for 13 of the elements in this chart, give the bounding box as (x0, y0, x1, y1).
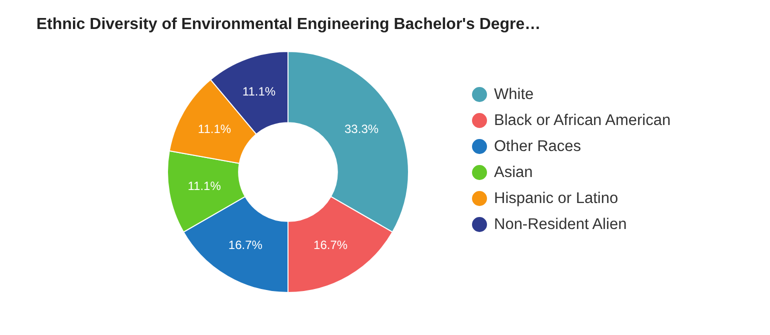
chart-title: Ethnic Diversity of Environmental Engineering Bachelor's Degre… (35, 16, 542, 34)
data-label: 16.7% (228, 238, 263, 252)
legend-label: Other Races (494, 137, 582, 157)
legend-label: Hispanic or Latino (494, 189, 618, 209)
data-label: 11.1% (188, 178, 222, 193)
legend-label: Black or African American (494, 111, 671, 131)
legend-label: White (494, 85, 534, 105)
data-label: 16.7% (314, 238, 348, 252)
legend-label: Asian (494, 163, 533, 183)
data-label: 11.1% (242, 84, 276, 98)
data-label: 11.1% (198, 122, 232, 136)
legend-label: Non-Resident Alien (494, 215, 627, 235)
data-label: 33.3% (344, 122, 379, 136)
